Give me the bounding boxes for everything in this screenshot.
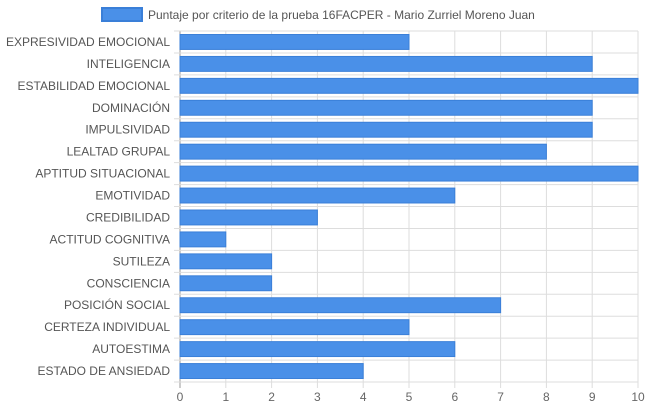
- x-tick-label: 3: [314, 390, 321, 404]
- bar[interactable]: [179, 77, 639, 94]
- category-label: INTELIGENCIA: [87, 57, 170, 71]
- bar[interactable]: [179, 209, 318, 226]
- x-axis-tick-labels: 0 1 2 3 4 5 6 7 8 9 10: [177, 390, 645, 404]
- bar[interactable]: [179, 297, 502, 314]
- category-label: CREDIBILIDAD: [86, 210, 170, 224]
- bar[interactable]: [179, 187, 456, 204]
- category-label: DOMINACIÓN: [92, 100, 170, 115]
- bar[interactable]: [179, 165, 639, 182]
- category-label: LEALTAD GRUPAL: [67, 145, 171, 159]
- bar[interactable]: [179, 253, 273, 270]
- x-tick-label: 1: [222, 390, 229, 404]
- x-tick-label: 0: [177, 390, 184, 404]
- bars: [179, 34, 639, 379]
- category-label: EXPRESIVIDAD EMOCIONAL: [6, 35, 170, 49]
- bar[interactable]: [179, 341, 456, 358]
- category-label: CONSCIENCIA: [87, 276, 170, 290]
- legend-label: Puntaje por criterio de la prueba 16FACP…: [148, 8, 535, 22]
- x-tick-label: 7: [497, 390, 504, 404]
- x-tick-label: 9: [589, 390, 596, 404]
- x-tick-label: 4: [360, 390, 367, 404]
- category-label: ESTABILIDAD EMOCIONAL: [18, 79, 171, 93]
- x-tick-label: 5: [406, 390, 413, 404]
- bar[interactable]: [179, 34, 410, 50]
- bar[interactable]: [179, 143, 547, 160]
- category-label: ACTITUD COGNITIVA: [50, 232, 170, 246]
- bar[interactable]: [179, 363, 364, 379]
- x-tick-label: 10: [631, 390, 645, 404]
- category-label: CERTEZA INDIVIDUAL: [44, 320, 170, 334]
- category-label: AUTOESTIMA: [92, 342, 170, 356]
- legend-swatch: [101, 7, 143, 22]
- category-label: EMOTIVIDAD: [95, 189, 170, 203]
- category-label: IMPULSIVIDAD: [85, 123, 170, 137]
- x-tick-label: 8: [543, 390, 550, 404]
- bar[interactable]: [179, 55, 593, 72]
- category-labels: EXPRESIVIDAD EMOCIONAL INTELIGENCIA ESTABI…: [6, 35, 170, 378]
- bar[interactable]: [179, 99, 593, 116]
- bar[interactable]: [179, 231, 227, 248]
- category-label: SUTILEZA: [113, 254, 170, 268]
- bar[interactable]: [179, 275, 273, 292]
- category-label: APTITUD SITUACIONAL: [35, 167, 170, 181]
- bar[interactable]: [179, 121, 593, 138]
- x-tick-label: 2: [268, 390, 275, 404]
- bar[interactable]: [179, 319, 410, 336]
- category-label: ESTADO DE ANSIEDAD: [38, 364, 171, 378]
- legend[interactable]: Puntaje por criterio de la prueba 16FACP…: [101, 7, 535, 22]
- x-tick-label: 6: [451, 390, 458, 404]
- category-label: POSICIÓN SOCIAL: [64, 297, 170, 312]
